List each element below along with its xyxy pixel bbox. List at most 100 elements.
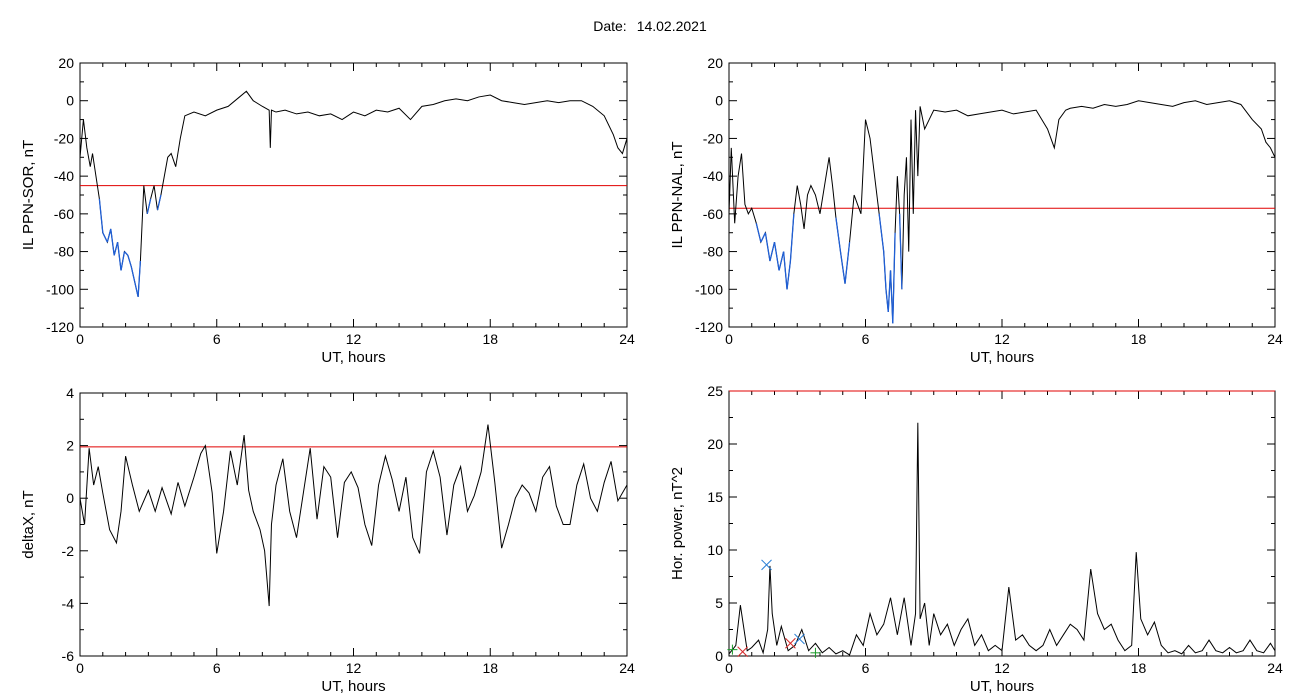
chart-panel-power: 0 6 12 18 24 0 5 10 15 20 25 UT, hours Hor. power, n… <box>669 383 1283 695</box>
series-highlight-segment <box>782 251 788 290</box>
series-highlight-segment <box>116 242 122 271</box>
series-highlight-segment <box>898 213 903 290</box>
series-highlight-segment <box>106 228 112 243</box>
marker-plus <box>727 644 738 655</box>
date-label: Date: <box>593 18 627 34</box>
series-highlight-segment <box>839 251 846 284</box>
x-tick-label: 18 <box>482 331 498 347</box>
y-tick-label: -20 <box>703 130 723 146</box>
x-tick-label: 0 <box>76 331 84 347</box>
series-highlight-segment <box>98 198 104 233</box>
series-highlight-segment <box>156 194 162 211</box>
x-tick-label: 6 <box>862 331 870 347</box>
x-tick-label: 0 <box>725 331 733 347</box>
y-tick-label: 5 <box>715 595 723 611</box>
x-tick-label: 6 <box>213 331 221 347</box>
x-tick-label: 24 <box>619 331 635 347</box>
series-line <box>728 422 1276 656</box>
series-highlight-segment <box>878 213 885 252</box>
y-tick-label: -120 <box>695 319 723 335</box>
x-tick-label: 24 <box>619 660 635 676</box>
plot-frame <box>79 62 628 328</box>
plot-frame <box>728 390 1276 657</box>
marker-cross <box>737 646 749 658</box>
series-highlight-segment <box>892 232 896 324</box>
x-tick-label: 24 <box>1267 331 1283 347</box>
x-tick-label: 6 <box>862 660 870 676</box>
series-line <box>79 424 628 607</box>
x-tick-label: 6 <box>213 660 221 676</box>
x-tick-label: 0 <box>76 660 84 676</box>
series-highlight-segment <box>883 251 887 290</box>
series-highlight-segment <box>123 251 129 256</box>
series-highlight-segment <box>769 241 776 262</box>
series-highlight-segment <box>130 266 136 282</box>
y-tick-label: -80 <box>54 244 74 260</box>
x-axis-label: UT, hours <box>321 678 385 695</box>
chart-header: Date: 14.02.2021 <box>0 18 1300 34</box>
date-value: 14.02.2021 <box>636 18 707 34</box>
y-tick-label: -4 <box>62 595 75 611</box>
y-axis-label: IL PPN-NAL, nT <box>669 142 686 249</box>
chart-panel-sor: 0 6 12 18 24 -120 -100 -80 -60 -40 -20 0 20 UT, hours… <box>20 55 635 366</box>
series-highlight-segment <box>102 232 108 243</box>
x-tick-label: 12 <box>994 660 1010 676</box>
y-tick-label: -40 <box>703 168 723 184</box>
x-tick-label: 0 <box>725 660 733 676</box>
x-tick-label: 12 <box>346 331 362 347</box>
x-tick-label: 18 <box>482 660 498 676</box>
series-highlight-segment <box>127 255 132 267</box>
x-tick-label: 18 <box>1131 660 1147 676</box>
series-highlight-segment <box>146 198 152 215</box>
x-tick-label: 24 <box>1267 660 1283 676</box>
y-tick-label: 4 <box>66 385 74 401</box>
plot-frame <box>79 392 628 657</box>
y-axis-label: Hor. power, nT^2 <box>669 467 686 580</box>
y-tick-label: -60 <box>54 206 74 222</box>
x-tick-label: 18 <box>1131 331 1147 347</box>
y-tick-label: -60 <box>703 206 723 222</box>
y-axis-label: deltaX, nT <box>20 490 37 558</box>
y-tick-label: 0 <box>715 648 723 664</box>
marker-stroke <box>794 633 805 645</box>
x-tick-label: 12 <box>346 660 362 676</box>
y-tick-label: -100 <box>695 281 723 297</box>
y-tick-label: -80 <box>703 244 723 260</box>
y-tick-label: 0 <box>66 490 74 506</box>
series-highlight-segment <box>134 281 139 297</box>
marker-cross <box>794 633 805 645</box>
plot-frame <box>728 62 1276 328</box>
series-highlight-segment <box>773 242 780 271</box>
y-tick-label: 0 <box>715 93 723 109</box>
series-highlight-segment <box>786 260 792 290</box>
series-highlight-segment <box>844 242 851 284</box>
series-highlight-segment <box>120 251 126 271</box>
y-tick-label: 10 <box>707 542 723 558</box>
x-axis-label: UT, hours <box>321 349 385 366</box>
marker-cross <box>785 637 796 649</box>
y-tick-label: 20 <box>707 55 723 71</box>
y-tick-label: 20 <box>707 436 723 452</box>
marker-plus <box>810 647 821 658</box>
y-tick-label: -40 <box>54 168 74 184</box>
y-tick-label: -20 <box>54 130 74 146</box>
series-highlight-segment <box>764 232 771 262</box>
marker-cross <box>761 559 772 571</box>
y-tick-label: -6 <box>62 648 75 664</box>
marker-stroke <box>761 559 772 571</box>
series-highlight-segment <box>887 270 892 312</box>
y-tick-label: -2 <box>62 543 75 559</box>
y-tick-label: 25 <box>707 383 723 399</box>
series-highlight-segment <box>835 217 842 252</box>
x-axis-label: UT, hours <box>970 349 1034 366</box>
x-axis-label: UT, hours <box>970 678 1034 695</box>
series-highlight-segment <box>760 232 766 243</box>
series-highlight-segment <box>755 223 762 243</box>
series-highlight-segment <box>113 241 119 256</box>
series-highlight-segment <box>789 213 795 262</box>
y-tick-label: 2 <box>66 438 74 454</box>
series-highlight-segment <box>778 251 785 271</box>
series-line <box>79 90 628 297</box>
